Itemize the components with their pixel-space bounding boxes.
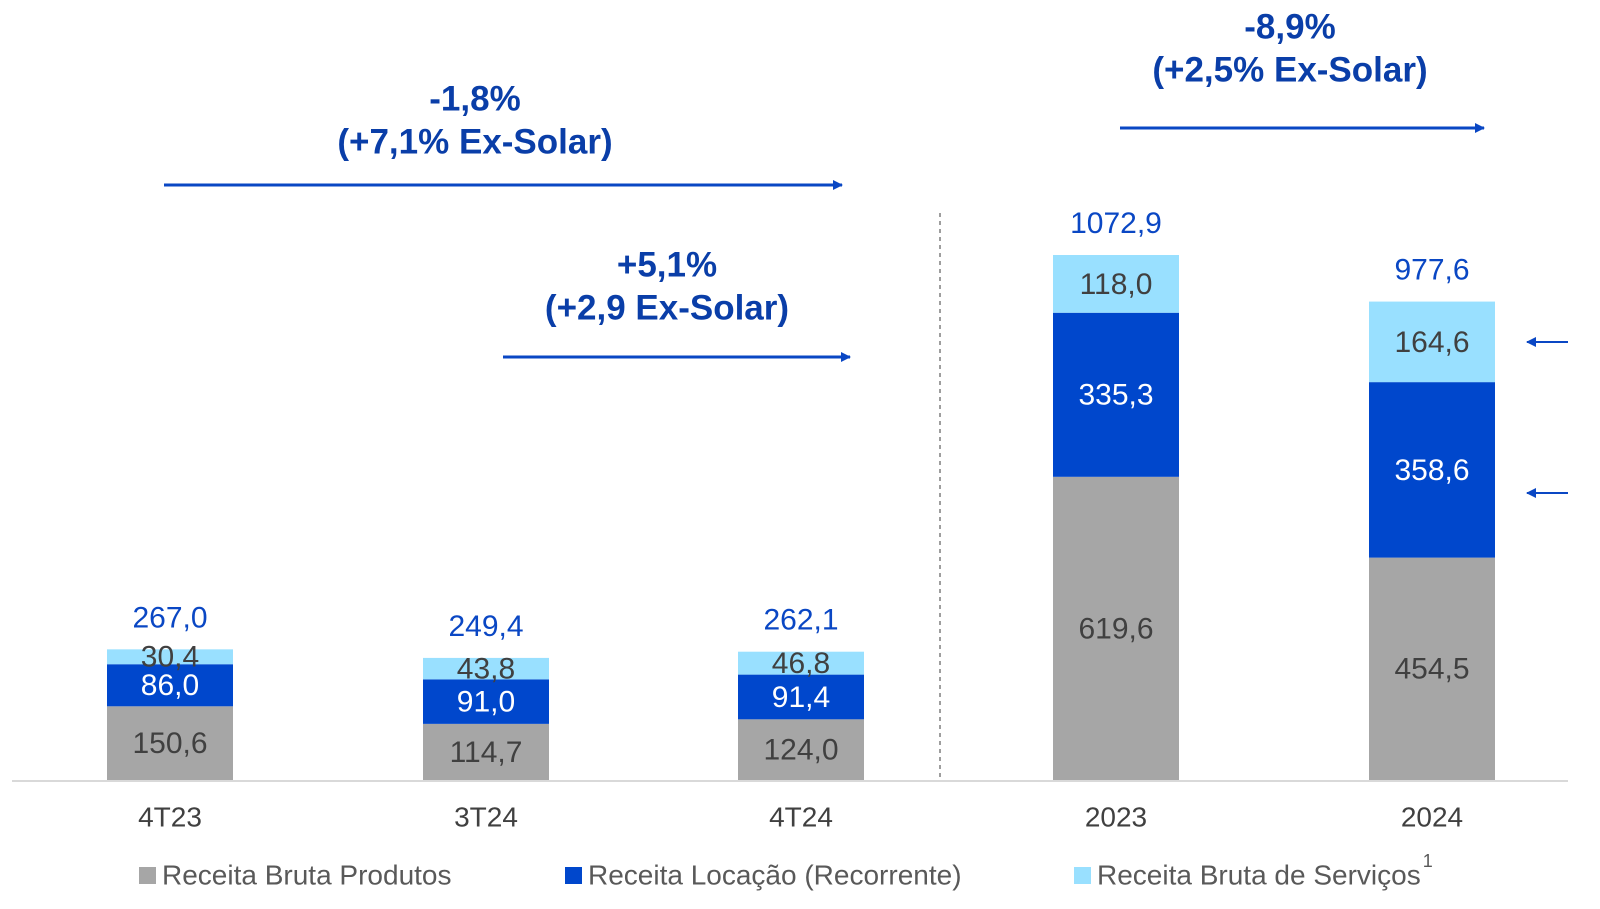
legend-footnote: 1	[1423, 851, 1433, 871]
total-label: 267,0	[132, 601, 207, 634]
bar-segment	[1369, 557, 1495, 780]
bar-segment	[1053, 312, 1179, 477]
bar-segment	[1053, 255, 1179, 313]
bar-segment	[738, 719, 864, 780]
legend-swatch	[1074, 867, 1091, 884]
bar-segment	[738, 651, 864, 675]
x-tick-label: 2023	[1085, 801, 1147, 832]
annotation: (+7,1% Ex-Solar)	[337, 122, 612, 161]
total-label: 249,4	[448, 610, 523, 643]
total-label: 977,6	[1394, 254, 1469, 287]
legend-swatch	[139, 867, 156, 884]
bar-segment	[1053, 476, 1179, 780]
segment-label: 91,0	[457, 686, 515, 719]
annotation: (+2,9 Ex-Solar)	[545, 288, 789, 327]
segment-label: 454,5	[1394, 653, 1469, 686]
annotation: +5,1%	[617, 245, 717, 284]
bar-segment	[107, 664, 233, 707]
annotation: (+2,5% Ex-Solar)	[1152, 50, 1427, 89]
bar-segment	[1369, 382, 1495, 558]
legend-label: Receita Locação (Recorrente)	[588, 859, 962, 890]
segment-label: 335,3	[1078, 379, 1153, 412]
annotation: -8,9%	[1244, 7, 1335, 46]
segment-label: 91,4	[772, 681, 830, 714]
bar-segment	[423, 723, 549, 780]
segment-label: 43,8	[457, 653, 515, 686]
segment-label: 619,6	[1078, 612, 1153, 645]
bar-segment	[423, 679, 549, 724]
total-label: 262,1	[763, 604, 838, 637]
segment-label: 46,8	[772, 647, 830, 680]
legend-label: Receita Bruta Produtos	[162, 859, 452, 890]
segment-label: 118,0	[1080, 268, 1153, 301]
legend-swatch	[565, 867, 582, 884]
x-tick-label: 3T24	[454, 801, 518, 832]
segment-label: 86,0	[141, 669, 199, 702]
segment-label: 114,7	[450, 736, 523, 769]
annotation: -1,8%	[429, 79, 520, 118]
segment-label: 124,0	[763, 734, 838, 767]
segment-label: 164,6	[1394, 326, 1469, 359]
x-tick-label: 4T24	[769, 801, 833, 832]
bar-segment	[1369, 301, 1495, 383]
bar-segment	[423, 657, 549, 680]
x-tick-label: 2024	[1401, 801, 1463, 832]
legend-label: Receita Bruta de Serviços	[1097, 859, 1421, 890]
segment-label: 358,6	[1394, 454, 1469, 487]
bar-segment	[107, 649, 233, 665]
x-tick-label: 4T23	[138, 801, 202, 832]
bar-segment	[738, 674, 864, 720]
total-label: 1072,9	[1070, 207, 1162, 240]
bar-segment	[107, 706, 233, 780]
segment-label: 150,6	[132, 727, 207, 760]
segment-label: 30,4	[141, 641, 199, 674]
